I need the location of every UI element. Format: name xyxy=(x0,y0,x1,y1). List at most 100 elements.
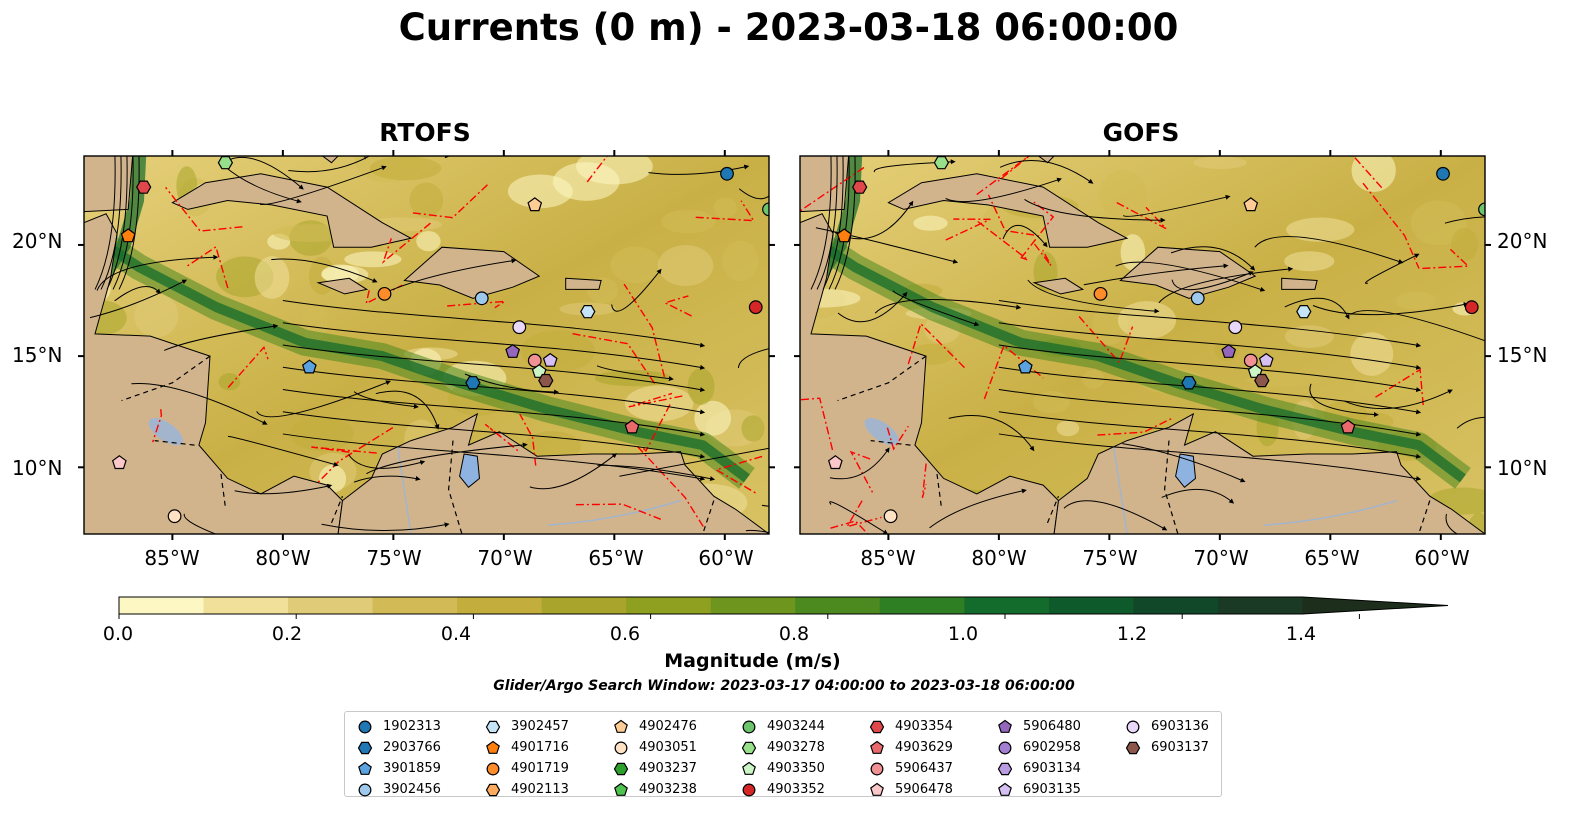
legend-item: 5906478 xyxy=(869,779,953,800)
streamline xyxy=(282,300,706,348)
legend-item: 4903238 xyxy=(613,779,697,800)
legend-label: 2903766 xyxy=(383,740,441,755)
legend-marker-icon xyxy=(485,783,501,796)
speed-patch xyxy=(1395,291,1436,310)
float-marker-4901719 xyxy=(1093,286,1108,301)
eez-boundary xyxy=(365,284,403,305)
streamline xyxy=(892,290,980,327)
lon-label-75-gofs: 75°W xyxy=(1082,546,1138,570)
float-marker-3902457 xyxy=(1296,305,1312,319)
streamline xyxy=(282,388,706,437)
float-marker-5906437 xyxy=(1243,353,1258,368)
legend-label: 4903238 xyxy=(639,782,697,797)
streamline xyxy=(1027,279,1160,314)
colorbar xyxy=(118,596,1449,619)
legend-label: 4903237 xyxy=(639,761,697,776)
land-mass xyxy=(171,173,413,248)
legend-marker-icon xyxy=(870,782,884,796)
eez-boundary xyxy=(976,156,1031,196)
colorbar-segment xyxy=(879,597,965,614)
speed-patch xyxy=(713,197,737,219)
streamline xyxy=(100,156,122,290)
country-border xyxy=(330,495,344,524)
legend-label: 5906480 xyxy=(1023,719,1081,734)
legend-column: 3902457 4901716 4901719 4902113 xyxy=(485,716,569,800)
legend-label: 4903278 xyxy=(767,740,825,755)
eez-boundary xyxy=(845,500,882,528)
legend-column: 4903354 4903629 5906437 5906478 xyxy=(869,716,953,800)
float-marker-1902313 xyxy=(720,166,734,181)
eez-boundary xyxy=(447,300,506,309)
float-marker-5906478 xyxy=(827,455,843,470)
streamline xyxy=(288,156,371,173)
eez-boundary xyxy=(1097,417,1174,436)
legend-column: 4903244 4903278 4903350 4903352 xyxy=(741,716,825,800)
streamline xyxy=(810,156,832,290)
land-mass xyxy=(316,277,369,295)
float-marker-4901716 xyxy=(120,228,136,243)
legend-item: 5906437 xyxy=(869,758,953,779)
float-marker-6903135 xyxy=(542,352,558,367)
legend-item: 6903136 xyxy=(1125,716,1209,737)
streamline xyxy=(348,454,426,469)
streamline xyxy=(227,435,339,467)
legend-marker-icon xyxy=(870,740,884,754)
speed-patch xyxy=(507,174,573,209)
legend-item: 4903350 xyxy=(741,758,825,779)
float-marker-3901859 xyxy=(301,359,317,374)
country-border xyxy=(1163,440,1179,534)
legend-marker-icon xyxy=(358,761,372,775)
legend-marker-icon xyxy=(997,762,1013,775)
speed-patch xyxy=(1056,420,1080,437)
map-panel-rtofs xyxy=(78,150,775,540)
speed-patch xyxy=(1372,366,1449,402)
colorbar-tick: 0.6 xyxy=(609,623,641,645)
float-marker-6903136 xyxy=(512,320,527,335)
eez-boundary xyxy=(695,200,755,222)
legend-marker-icon xyxy=(998,782,1012,796)
country-border xyxy=(121,355,211,402)
legend-marker-icon xyxy=(486,762,500,775)
eez-boundary xyxy=(381,222,431,264)
lon-label-65-gofs: 65°W xyxy=(1304,546,1360,570)
legend-marker-icon xyxy=(358,720,372,733)
legend-label: 3902456 xyxy=(383,782,441,797)
eez-boundary xyxy=(623,283,666,377)
speed-patch xyxy=(624,385,694,422)
float-marker-2903766 xyxy=(1181,376,1197,390)
speed-patch xyxy=(594,370,672,387)
lon-label-65-rtofs: 65°W xyxy=(588,546,644,570)
streamline xyxy=(1122,194,1231,217)
colorbar-outline xyxy=(118,596,1449,615)
land-mass xyxy=(321,156,339,164)
figure-title: Currents (0 m) - 2023-03-18 06:00:00 xyxy=(398,6,1179,49)
legend-label: 4903244 xyxy=(767,719,825,734)
speed-patch xyxy=(409,182,444,218)
panel-title-gofs: GOFS xyxy=(1102,118,1180,147)
streamline xyxy=(619,447,769,477)
streamline xyxy=(829,501,889,534)
streamline xyxy=(1284,297,1350,320)
speed-patch xyxy=(134,293,179,338)
colorbar-segment xyxy=(541,597,627,614)
land-mass xyxy=(84,156,134,213)
legend-label: 4901716 xyxy=(511,740,569,755)
speed-patch xyxy=(657,245,714,287)
land-mass xyxy=(337,412,769,534)
streamline xyxy=(1170,246,1256,271)
streamline xyxy=(998,411,1422,459)
streamline xyxy=(271,258,378,283)
speed-patch xyxy=(661,209,716,234)
lon-label-80-gofs: 80°W xyxy=(971,546,1027,570)
float-marker-3902456 xyxy=(474,291,489,306)
legend-label: 3901859 xyxy=(383,761,441,776)
streamline xyxy=(1365,253,1420,284)
streamline xyxy=(1122,443,1246,483)
land-mass xyxy=(954,156,996,157)
legend-item: 4903354 xyxy=(869,716,953,737)
colorbar-segment xyxy=(119,597,205,614)
eez-boundary xyxy=(185,245,229,289)
speed-patch xyxy=(1410,200,1467,246)
land-mass xyxy=(1119,246,1257,299)
eez-boundary xyxy=(1078,316,1134,364)
